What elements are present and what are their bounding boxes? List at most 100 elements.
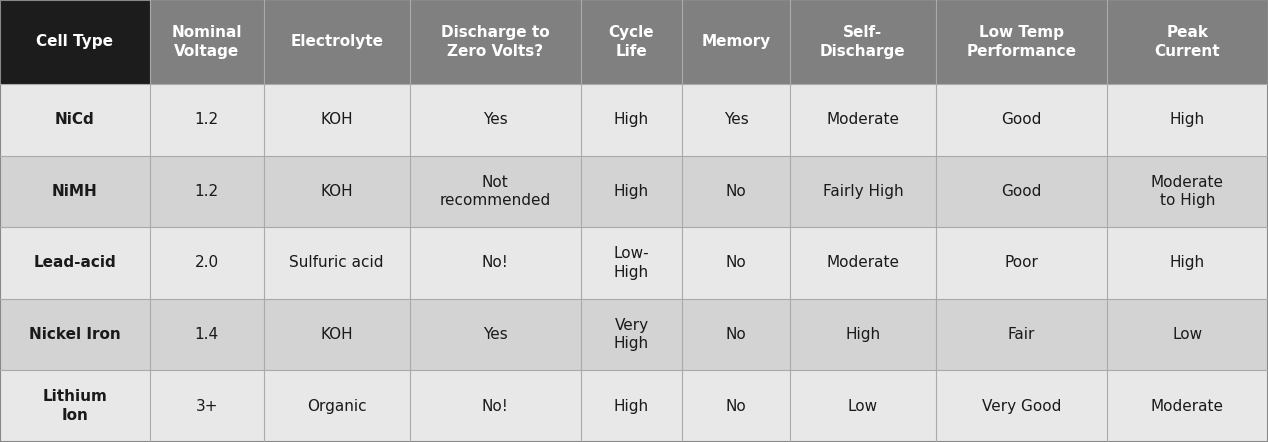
Bar [790,156,936,227]
Bar [936,84,1107,156]
Bar [682,299,790,370]
Text: Very Good: Very Good [981,399,1061,414]
Bar [790,0,936,84]
Bar [936,299,1107,370]
Text: Discharge to
Zero Volts?: Discharge to Zero Volts? [441,25,549,59]
Bar [790,84,936,156]
Text: Lithium
Ion: Lithium Ion [42,389,108,423]
Bar [581,370,682,442]
Bar [264,84,410,156]
Text: Low-
High: Low- High [614,246,649,280]
Text: Nominal
Voltage: Nominal Voltage [171,25,242,59]
Bar [581,299,682,370]
Text: Nickel Iron: Nickel Iron [29,327,120,342]
Text: High: High [614,112,649,127]
Bar [1107,227,1268,299]
Text: KOH: KOH [321,184,353,199]
Text: No: No [725,399,747,414]
Text: Not
recommended: Not recommended [440,175,550,208]
Text: Good: Good [1002,184,1041,199]
Text: Good: Good [1002,112,1041,127]
Bar [264,227,410,299]
Bar [410,227,581,299]
Text: Fairly High: Fairly High [823,184,903,199]
Bar [0,227,150,299]
Bar [0,0,150,84]
Text: Self-
Discharge: Self- Discharge [820,25,905,59]
Text: High: High [614,184,649,199]
Text: 3+: 3+ [195,399,218,414]
Text: No!: No! [482,255,508,271]
Bar [581,0,682,84]
Text: High: High [1170,255,1205,271]
Text: NiCd: NiCd [55,112,95,127]
Bar [1107,84,1268,156]
Bar [264,299,410,370]
Bar [936,0,1107,84]
Text: Peak
Current: Peak Current [1155,25,1220,59]
Text: NiMH: NiMH [52,184,98,199]
Text: Moderate: Moderate [827,255,899,271]
Bar [682,227,790,299]
Bar [150,156,264,227]
Text: Moderate
to High: Moderate to High [1151,175,1224,208]
Text: Yes: Yes [483,112,507,127]
Bar [150,370,264,442]
Text: Memory: Memory [701,34,771,50]
Text: Cell Type: Cell Type [37,34,113,50]
Text: Low: Low [848,399,877,414]
Bar [581,84,682,156]
Bar [0,299,150,370]
Bar [264,156,410,227]
Text: Organic: Organic [307,399,366,414]
Bar [682,156,790,227]
Text: 1.2: 1.2 [194,184,219,199]
Text: No: No [725,327,747,342]
Bar [150,84,264,156]
Bar [410,84,581,156]
Bar [150,0,264,84]
Bar [150,299,264,370]
Bar [1107,0,1268,84]
Text: Lead-acid: Lead-acid [33,255,117,271]
Bar [0,84,150,156]
Text: Cycle
Life: Cycle Life [609,25,654,59]
Bar [790,370,936,442]
Bar [1107,299,1268,370]
Text: High: High [846,327,880,342]
Bar [936,156,1107,227]
Text: Yes: Yes [724,112,748,127]
Text: No!: No! [482,399,508,414]
Text: Sulfuric acid: Sulfuric acid [289,255,384,271]
Bar [1107,156,1268,227]
Text: High: High [614,399,649,414]
Bar [581,156,682,227]
Bar [936,370,1107,442]
Bar [410,156,581,227]
Bar [150,227,264,299]
Text: No: No [725,184,747,199]
Text: Low: Low [1173,327,1202,342]
Bar [0,370,150,442]
Bar [581,227,682,299]
Text: KOH: KOH [321,112,353,127]
Bar [936,227,1107,299]
Text: Yes: Yes [483,327,507,342]
Bar [682,84,790,156]
Text: High: High [1170,112,1205,127]
Bar [410,299,581,370]
Bar [682,370,790,442]
Text: Very
High: Very High [614,318,649,351]
Bar [1107,370,1268,442]
Text: Low Temp
Performance: Low Temp Performance [966,25,1077,59]
Text: Moderate: Moderate [1151,399,1224,414]
Bar [790,299,936,370]
Text: Moderate: Moderate [827,112,899,127]
Bar [264,370,410,442]
Text: 1.2: 1.2 [194,112,219,127]
Text: Electrolyte: Electrolyte [290,34,383,50]
Text: 2.0: 2.0 [194,255,219,271]
Bar [790,227,936,299]
Text: Fair: Fair [1008,327,1035,342]
Text: Poor: Poor [1004,255,1038,271]
